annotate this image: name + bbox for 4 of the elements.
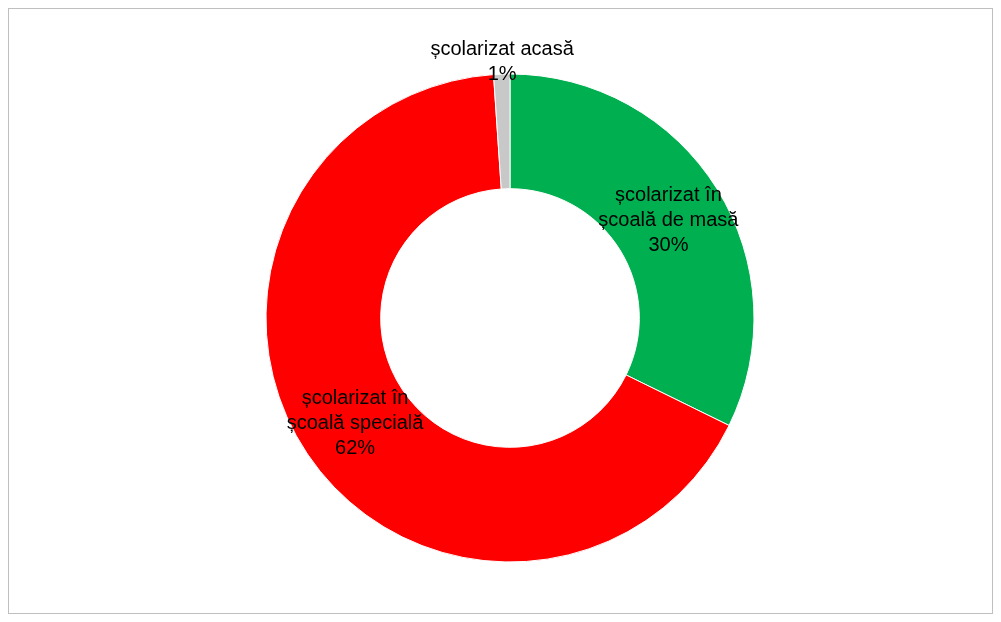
data-label: 30% xyxy=(648,233,689,256)
slice-label: școlarizat acasă xyxy=(430,37,575,60)
data-label: 62% xyxy=(335,436,376,459)
data-label: 1% xyxy=(487,62,517,85)
